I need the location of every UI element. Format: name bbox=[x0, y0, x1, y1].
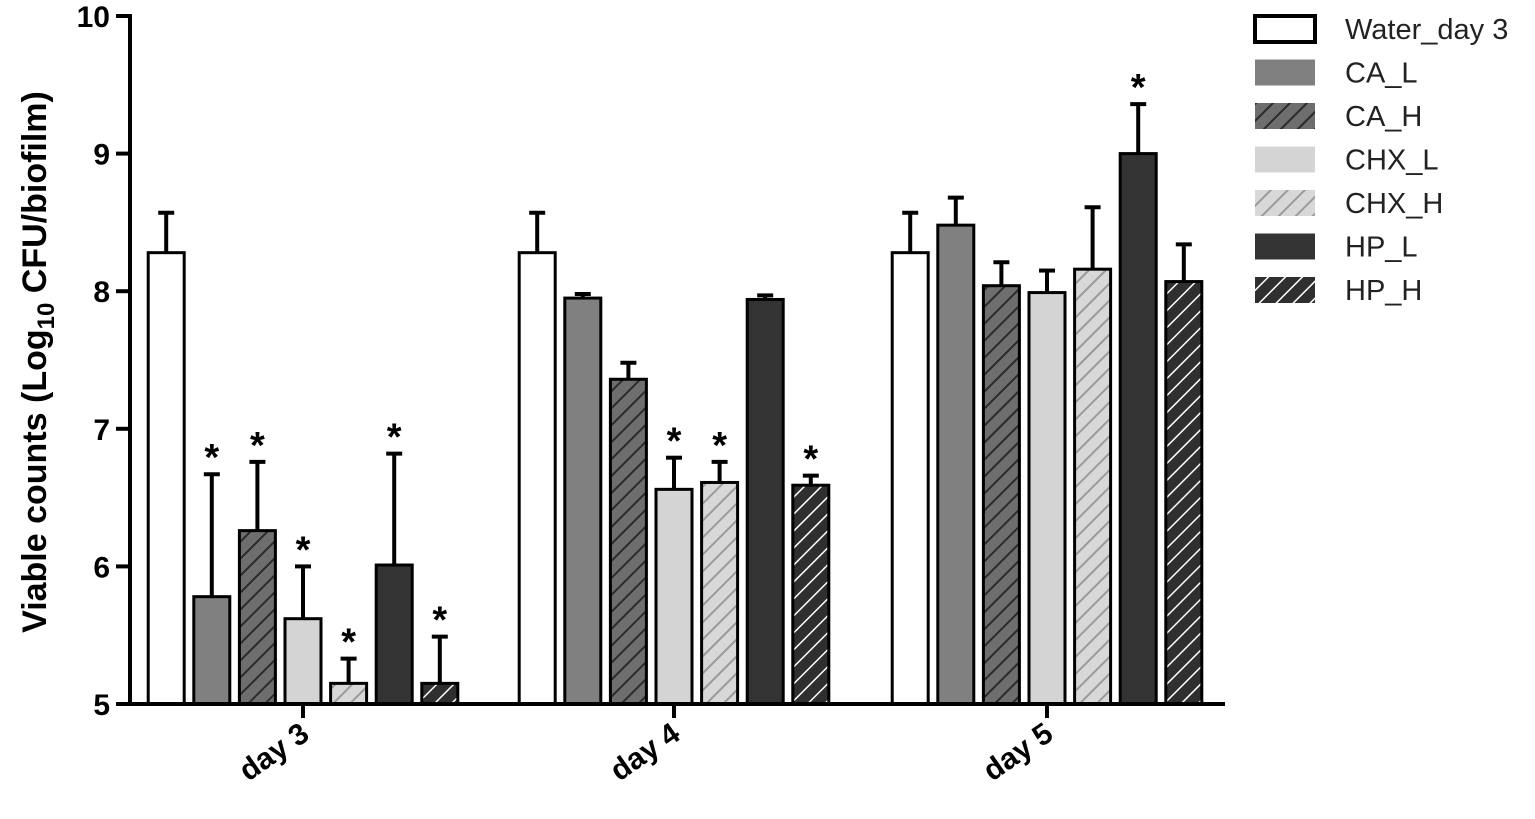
bar-water-day-3-day-4 bbox=[517, 251, 557, 706]
y-tick-label-6: 6 bbox=[93, 551, 110, 584]
bar-ca-l-day-4 bbox=[563, 296, 603, 706]
bar-chx-h-day-4 bbox=[700, 480, 740, 706]
bar-chx-h-day-3 bbox=[329, 681, 369, 706]
bar-hp-l-day-5 bbox=[1118, 152, 1158, 706]
y-axis-title: Viable counts (Log10 CFU/biofilm) bbox=[16, 91, 60, 633]
significance-chx-h-day-4: * bbox=[712, 425, 727, 467]
legend-swatch-ca-l bbox=[1255, 59, 1315, 86]
legend-label-ca-l: CA_L bbox=[1345, 58, 1418, 90]
significance-hp-h-day-4: * bbox=[803, 439, 818, 481]
y-tick-label-7: 7 bbox=[93, 414, 110, 447]
significance-hp-l-day-5: * bbox=[1131, 67, 1146, 109]
legend-label-water-day-3: Water_day 3 bbox=[1345, 14, 1508, 46]
legend-swatch-hp-l bbox=[1255, 233, 1315, 260]
significance-hp-l-day-3: * bbox=[387, 417, 402, 459]
legend-swatch-water-day-3 bbox=[1253, 14, 1317, 44]
svg-text:Viable counts (Log10 CFU/biofi: Viable counts (Log10 CFU/biofilm) bbox=[16, 91, 60, 633]
significance-chx-h-day-3: * bbox=[341, 622, 356, 664]
legend: Water_day 3 CA_L CA_H CHX_L CHX_H HP_L HP_H bbox=[1253, 14, 1508, 307]
x-tick-label-day-5: day 5 bbox=[977, 717, 1059, 788]
significance-ca-h-day-3: * bbox=[250, 425, 265, 467]
legend-label-chx-l: CHX_L bbox=[1345, 145, 1439, 177]
legend-label-chx-h: CHX_H bbox=[1345, 188, 1443, 220]
x-tick-label-day-3: day 3 bbox=[233, 717, 315, 788]
legend-swatch-chx-l bbox=[1255, 146, 1315, 173]
significance-chx-l-day-3: * bbox=[296, 529, 311, 571]
bar-hp-h-day-4 bbox=[791, 483, 831, 706]
significance-ca-l-day-3: * bbox=[204, 437, 219, 479]
legend-label-hp-l: HP_L bbox=[1345, 232, 1418, 264]
bar-hp-l-day-4 bbox=[745, 297, 785, 706]
bar-ca-l-day-3 bbox=[192, 595, 232, 706]
bar-hp-l-day-3 bbox=[374, 563, 414, 706]
legend-swatch-chx-h bbox=[1255, 190, 1315, 216]
bar-water-day-3-day-5 bbox=[890, 251, 930, 706]
y-tick-label-5: 5 bbox=[93, 689, 110, 722]
plot-area: * * * * * * * * * * 5 6 7 8 9 10 day 3 day 4 day 5 bbox=[77, 1, 1225, 788]
bar-ca-l-day-5 bbox=[936, 223, 976, 706]
y-tick-label-8: 8 bbox=[93, 276, 110, 309]
significance-hp-h-day-3: * bbox=[432, 600, 447, 642]
significance-chx-l-day-4: * bbox=[667, 421, 682, 463]
bar-chx-l-day-4 bbox=[654, 487, 694, 706]
bar-ca-h-day-4 bbox=[608, 377, 648, 706]
y-tick-label-10: 10 bbox=[77, 1, 110, 34]
legend-label-ca-h: CA_H bbox=[1345, 101, 1422, 133]
bar-chx-l-day-3 bbox=[283, 617, 323, 706]
legend-swatch-ca-h bbox=[1255, 103, 1315, 129]
legend-label-hp-h: HP_H bbox=[1345, 275, 1422, 307]
y-tick-label-9: 9 bbox=[93, 139, 110, 172]
bar-chx-h-day-5 bbox=[1073, 267, 1113, 706]
legend-swatch-hp-h bbox=[1255, 277, 1315, 303]
bar-chx-l-day-5 bbox=[1027, 291, 1067, 706]
bar-hp-h-day-5 bbox=[1164, 280, 1204, 706]
x-tick-label-day-4: day 4 bbox=[604, 717, 686, 788]
bar-hp-h-day-3 bbox=[420, 681, 460, 706]
bar-water-day-3-day-3 bbox=[146, 251, 186, 706]
bar-ca-h-day-5 bbox=[981, 284, 1021, 706]
bar-ca-h-day-3 bbox=[237, 529, 277, 706]
